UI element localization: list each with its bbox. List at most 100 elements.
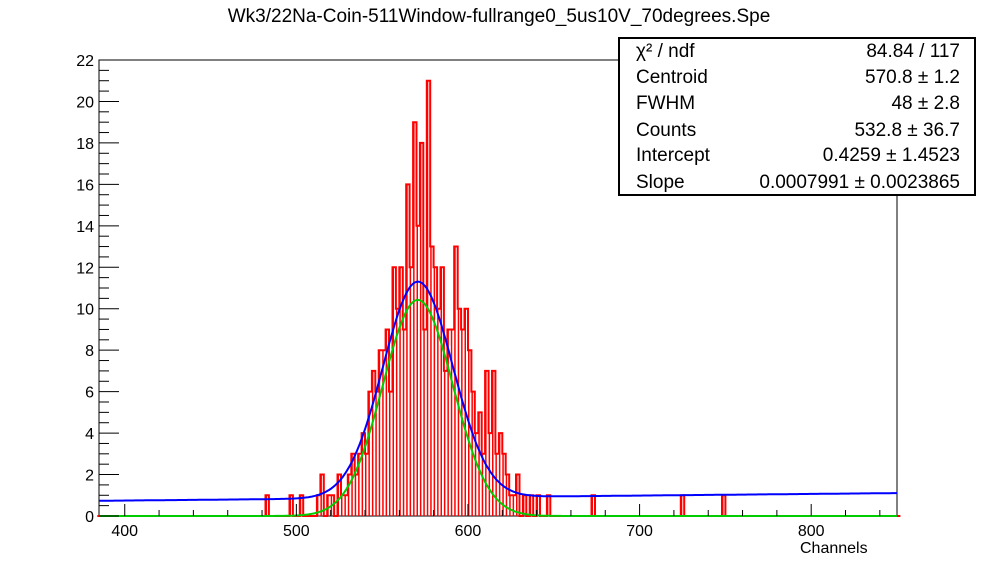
histogram-bin <box>347 474 350 516</box>
histogram-bin <box>516 474 518 516</box>
fit-curve <box>99 298 897 517</box>
histogram-bin <box>361 433 364 516</box>
histogram-bin <box>498 433 501 516</box>
histogram-bin <box>447 329 449 516</box>
histogram-bin <box>457 308 460 516</box>
histogram-bin <box>478 412 480 516</box>
y-tick-label: 6 <box>85 385 94 402</box>
stats-value: 570.8 ± 1.2 <box>865 67 960 88</box>
histogram-bin <box>680 495 683 516</box>
stats-label: χ² / ndf <box>636 41 695 62</box>
stats-value: 48 ± 2.8 <box>891 93 960 114</box>
axes: 400 500 600 700 800 0 2 4 6 8 10 12 14 16 18 20 22 <box>76 53 881 540</box>
y-tick-label: 14 <box>76 219 94 236</box>
histogram-bin <box>337 474 339 516</box>
histogram-bin <box>385 329 388 516</box>
x-axis-label: Channels <box>800 540 868 557</box>
histogram-bin <box>351 453 353 516</box>
stats-row-fwhm: FWHM 48 ± 2.8 <box>620 93 974 119</box>
stats-value: 532.8 ± 36.7 <box>854 120 960 141</box>
histogram-bin <box>437 308 439 516</box>
histogram-bin <box>492 370 494 516</box>
histogram-bin <box>344 495 346 516</box>
histogram-bin <box>392 267 394 516</box>
histogram-bin <box>481 453 484 516</box>
histogram-bin <box>433 267 436 516</box>
stats-value: 84.84 / 117 <box>866 41 960 62</box>
stats-value: 0.4259 ± 1.4523 <box>822 145 960 166</box>
x-tick-label: 500 <box>283 523 310 540</box>
stats-box: χ² / ndf 84.84 / 117 Centroid 570.8 ± 1.… <box>618 37 976 196</box>
histogram-bin <box>375 391 377 516</box>
x-tick-label: 700 <box>626 523 653 540</box>
histogram-bin <box>320 474 322 516</box>
histogram-bin <box>389 391 391 516</box>
stats-label: Counts <box>636 120 697 141</box>
histogram-bin <box>265 495 267 516</box>
y-tick-label: 16 <box>76 177 94 194</box>
histogram-bin <box>722 495 724 516</box>
histogram-bin <box>368 391 370 516</box>
histogram-bin <box>536 495 539 516</box>
histogram-outline <box>97 79 901 517</box>
y-tick-label: 18 <box>76 136 94 153</box>
histogram-bin <box>591 495 593 516</box>
histogram-bin <box>316 495 319 516</box>
x-tick-label: 800 <box>798 523 825 540</box>
y-tick-label: 8 <box>85 343 94 360</box>
histogram-bin <box>399 267 401 516</box>
histogram-bin <box>299 495 302 516</box>
histogram-bin <box>409 267 412 516</box>
stats-label: Slope <box>636 172 685 193</box>
histogram-bin <box>289 495 291 516</box>
stats-label: Centroid <box>636 67 708 88</box>
stats-label: FWHM <box>636 93 696 114</box>
histogram-bin <box>468 350 470 516</box>
histogram-bin <box>485 370 487 516</box>
histogram-bin <box>413 122 415 516</box>
histogram-bin <box>440 267 442 516</box>
y-tick-label: 4 <box>85 426 94 443</box>
histogram <box>97 79 901 517</box>
histogram-bin <box>454 246 456 516</box>
fit-curve <box>99 280 897 502</box>
histogram-bin <box>509 495 511 516</box>
histogram-bin <box>430 246 432 516</box>
stats-label: Intercept <box>636 145 710 166</box>
y-tick-label: 22 <box>76 53 94 70</box>
histogram-bin <box>395 308 398 516</box>
x-tick-label: 400 <box>111 523 138 540</box>
histogram-bin <box>443 370 446 516</box>
histogram-bin <box>495 453 497 516</box>
fit-curves <box>99 280 897 517</box>
y-tick-label: 10 <box>76 302 94 319</box>
histogram-bin <box>512 495 515 516</box>
histogram-bin <box>505 474 508 516</box>
histogram-bin <box>474 433 477 516</box>
stats-row-slope: Slope 0.0007991 ± 0.0023865 <box>620 172 974 198</box>
histogram-bin <box>406 184 408 516</box>
histogram-bin <box>488 433 491 516</box>
histogram-bin <box>529 495 532 516</box>
histogram-bin <box>382 350 384 516</box>
histogram-bin <box>522 495 525 516</box>
stats-row-chi2: χ² / ndf 84.84 / 117 <box>620 41 974 67</box>
histogram-bin <box>371 370 374 516</box>
stats-row-counts: Counts 532.8 ± 36.7 <box>620 120 974 146</box>
histogram-bin <box>402 329 405 516</box>
x-tick-label: 600 <box>455 523 482 540</box>
histogram-bin <box>327 495 329 516</box>
histogram-bin <box>461 329 463 516</box>
y-tick-label: 12 <box>76 260 94 277</box>
stats-value: 0.0007991 ± 0.0023865 <box>759 172 960 193</box>
y-tick-label: 2 <box>85 468 94 485</box>
histogram-bin <box>416 225 418 517</box>
y-tick-label: 20 <box>76 94 94 111</box>
histogram-bin <box>341 495 343 516</box>
histogram-bin <box>419 142 422 516</box>
histogram-bin <box>423 329 425 516</box>
y-tick-label: 0 <box>85 509 94 526</box>
chart-title: Wk3/22Na-Coin-511Window-fullrange0_5us10… <box>227 6 771 27</box>
histogram-bin <box>365 453 367 516</box>
